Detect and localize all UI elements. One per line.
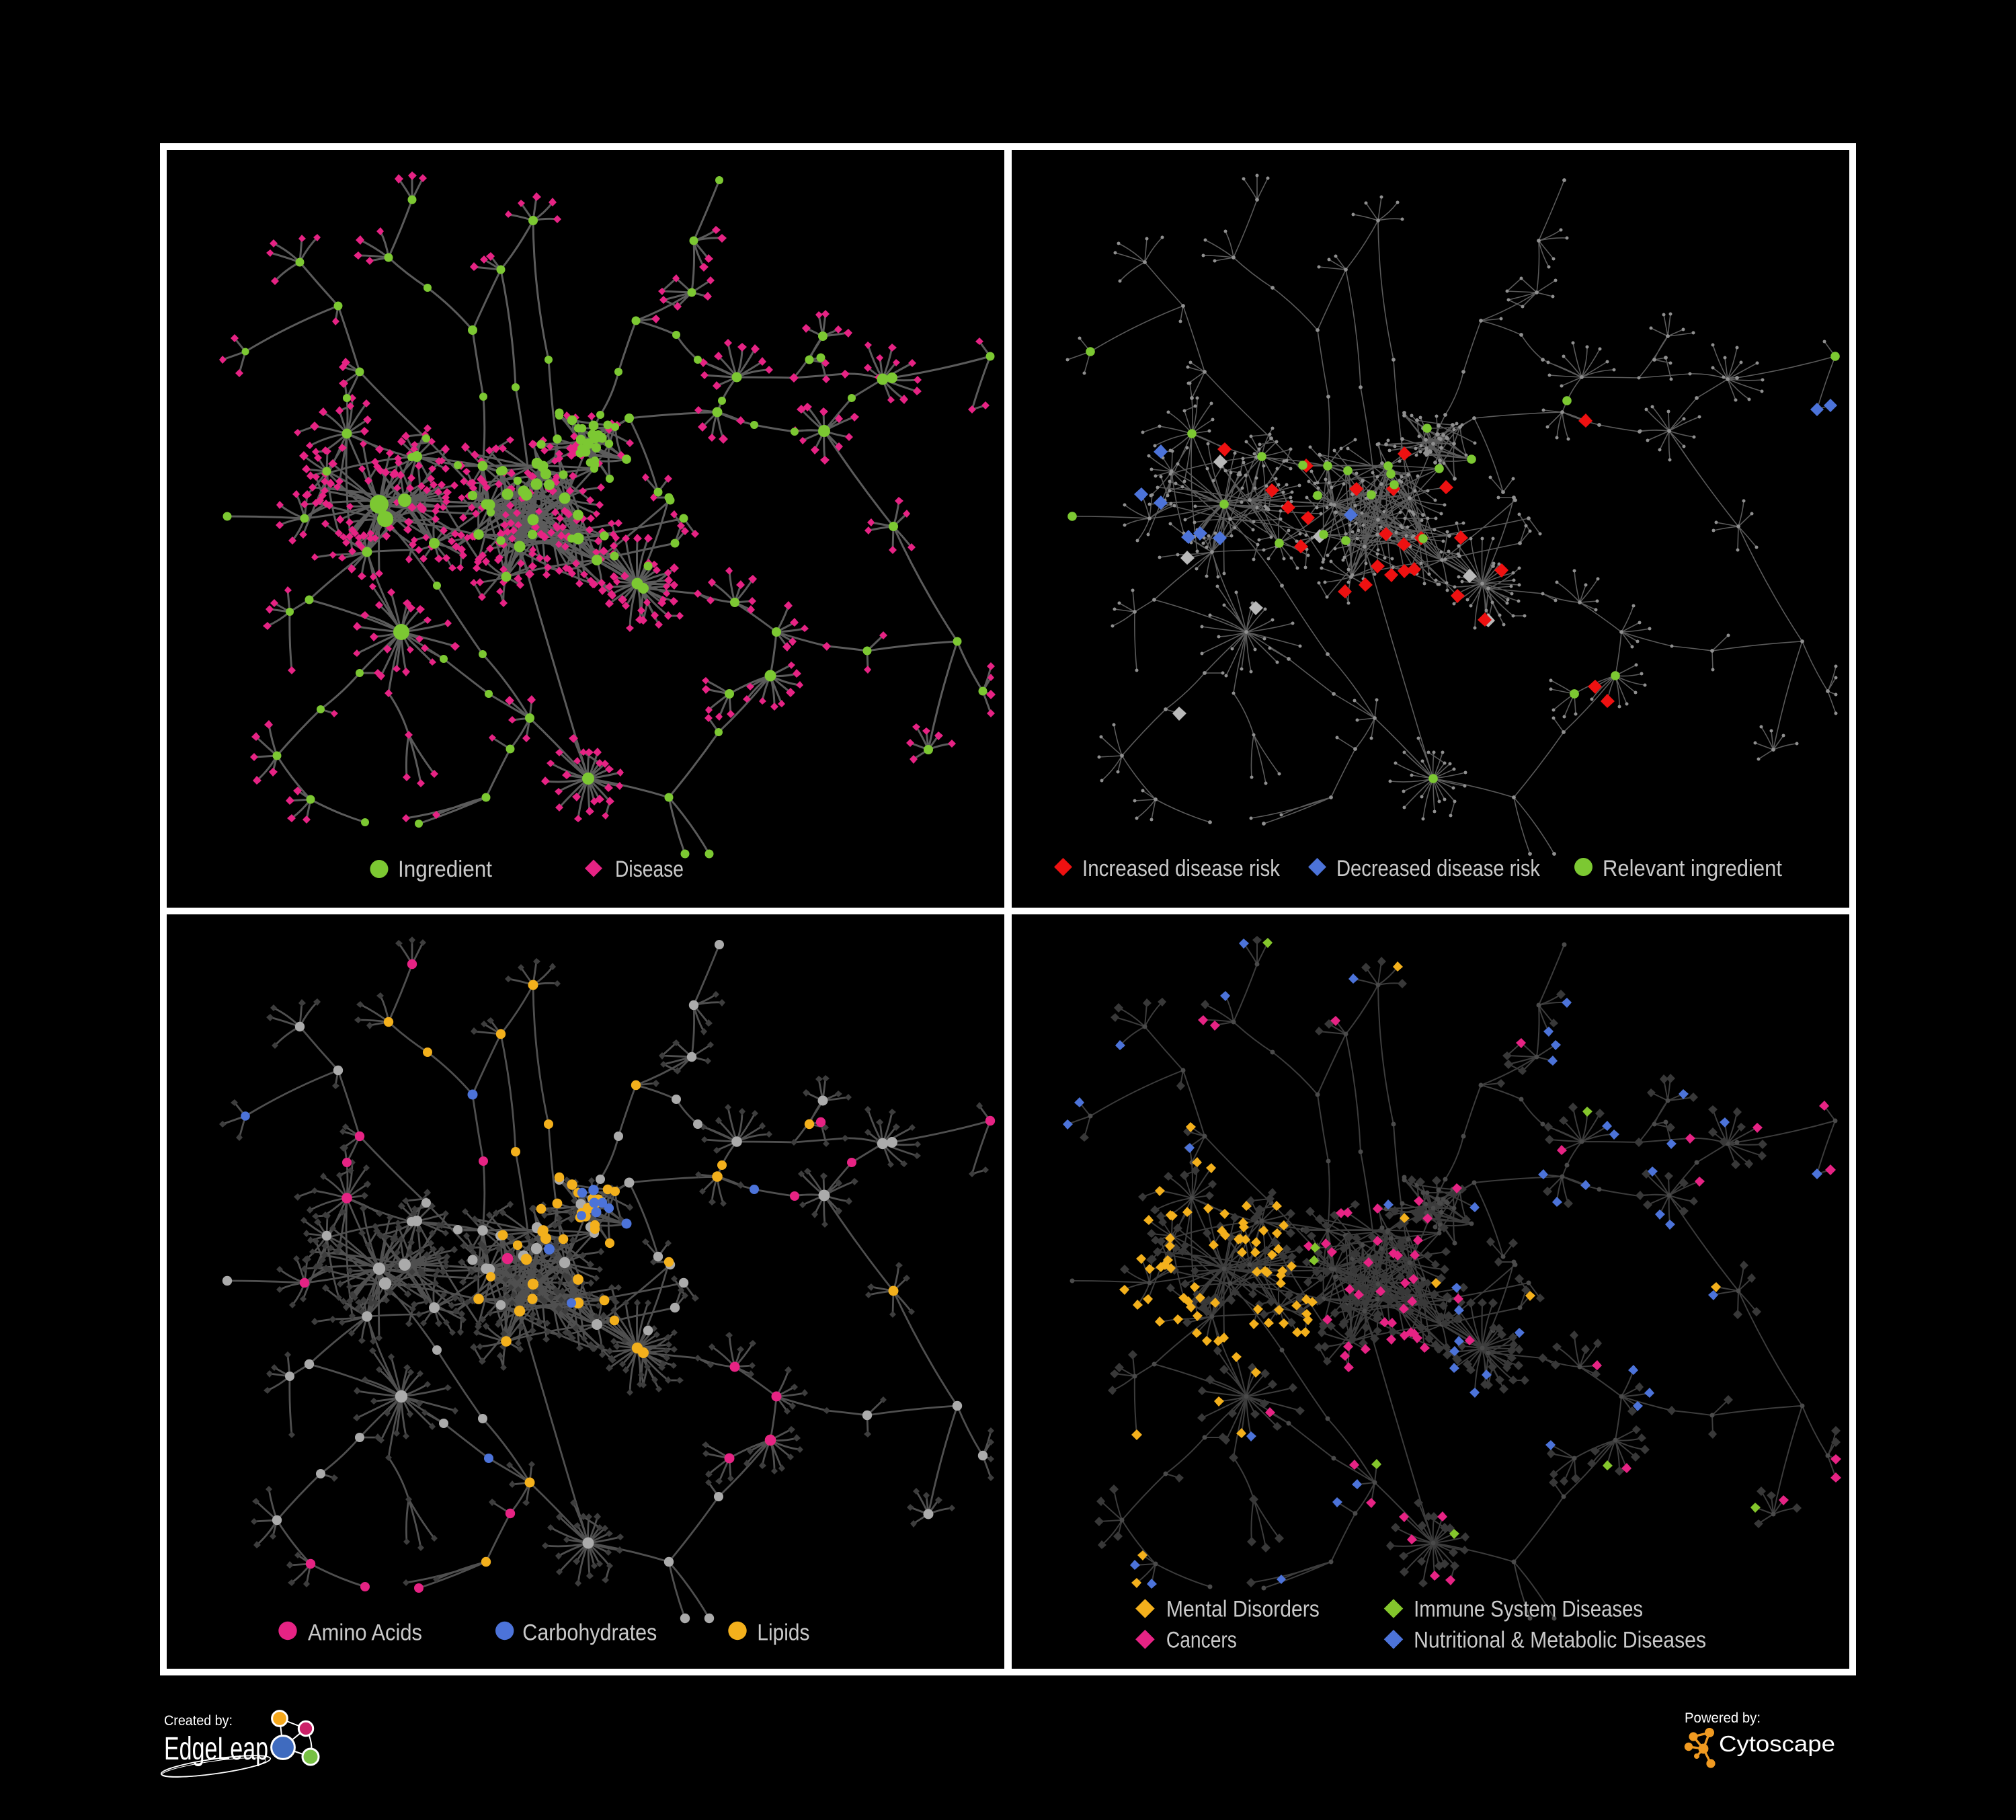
svg-text:Nutritional & Metabolic Diseas: Nutritional & Metabolic Diseases — [1414, 1627, 1706, 1653]
svg-text:Ingredient: Ingredient — [398, 857, 493, 882]
svg-text:Cytoscape: Cytoscape — [1719, 1731, 1835, 1756]
svg-text:Increased disease risk: Increased disease risk — [1082, 856, 1281, 881]
svg-text:Powered by:: Powered by: — [1685, 1710, 1761, 1726]
svg-text:Carbohydrates: Carbohydrates — [522, 1620, 657, 1646]
svg-text:EdgeLeap: EdgeLeap — [164, 1731, 268, 1767]
svg-text:Decreased disease risk: Decreased disease risk — [1336, 856, 1541, 881]
svg-text:Disease: Disease — [615, 857, 684, 882]
svg-text:Immune System Diseases: Immune System Diseases — [1414, 1597, 1643, 1622]
svg-text:Created by:: Created by: — [164, 1713, 233, 1729]
svg-text:Cancers: Cancers — [1166, 1627, 1237, 1653]
svg-text:Relevant ingredient: Relevant ingredient — [1603, 856, 1783, 881]
svg-text:Lipids: Lipids — [757, 1620, 809, 1646]
svg-text:Amino Acids: Amino Acids — [308, 1620, 422, 1646]
svg-text:Mental Disorders: Mental Disorders — [1166, 1597, 1320, 1622]
